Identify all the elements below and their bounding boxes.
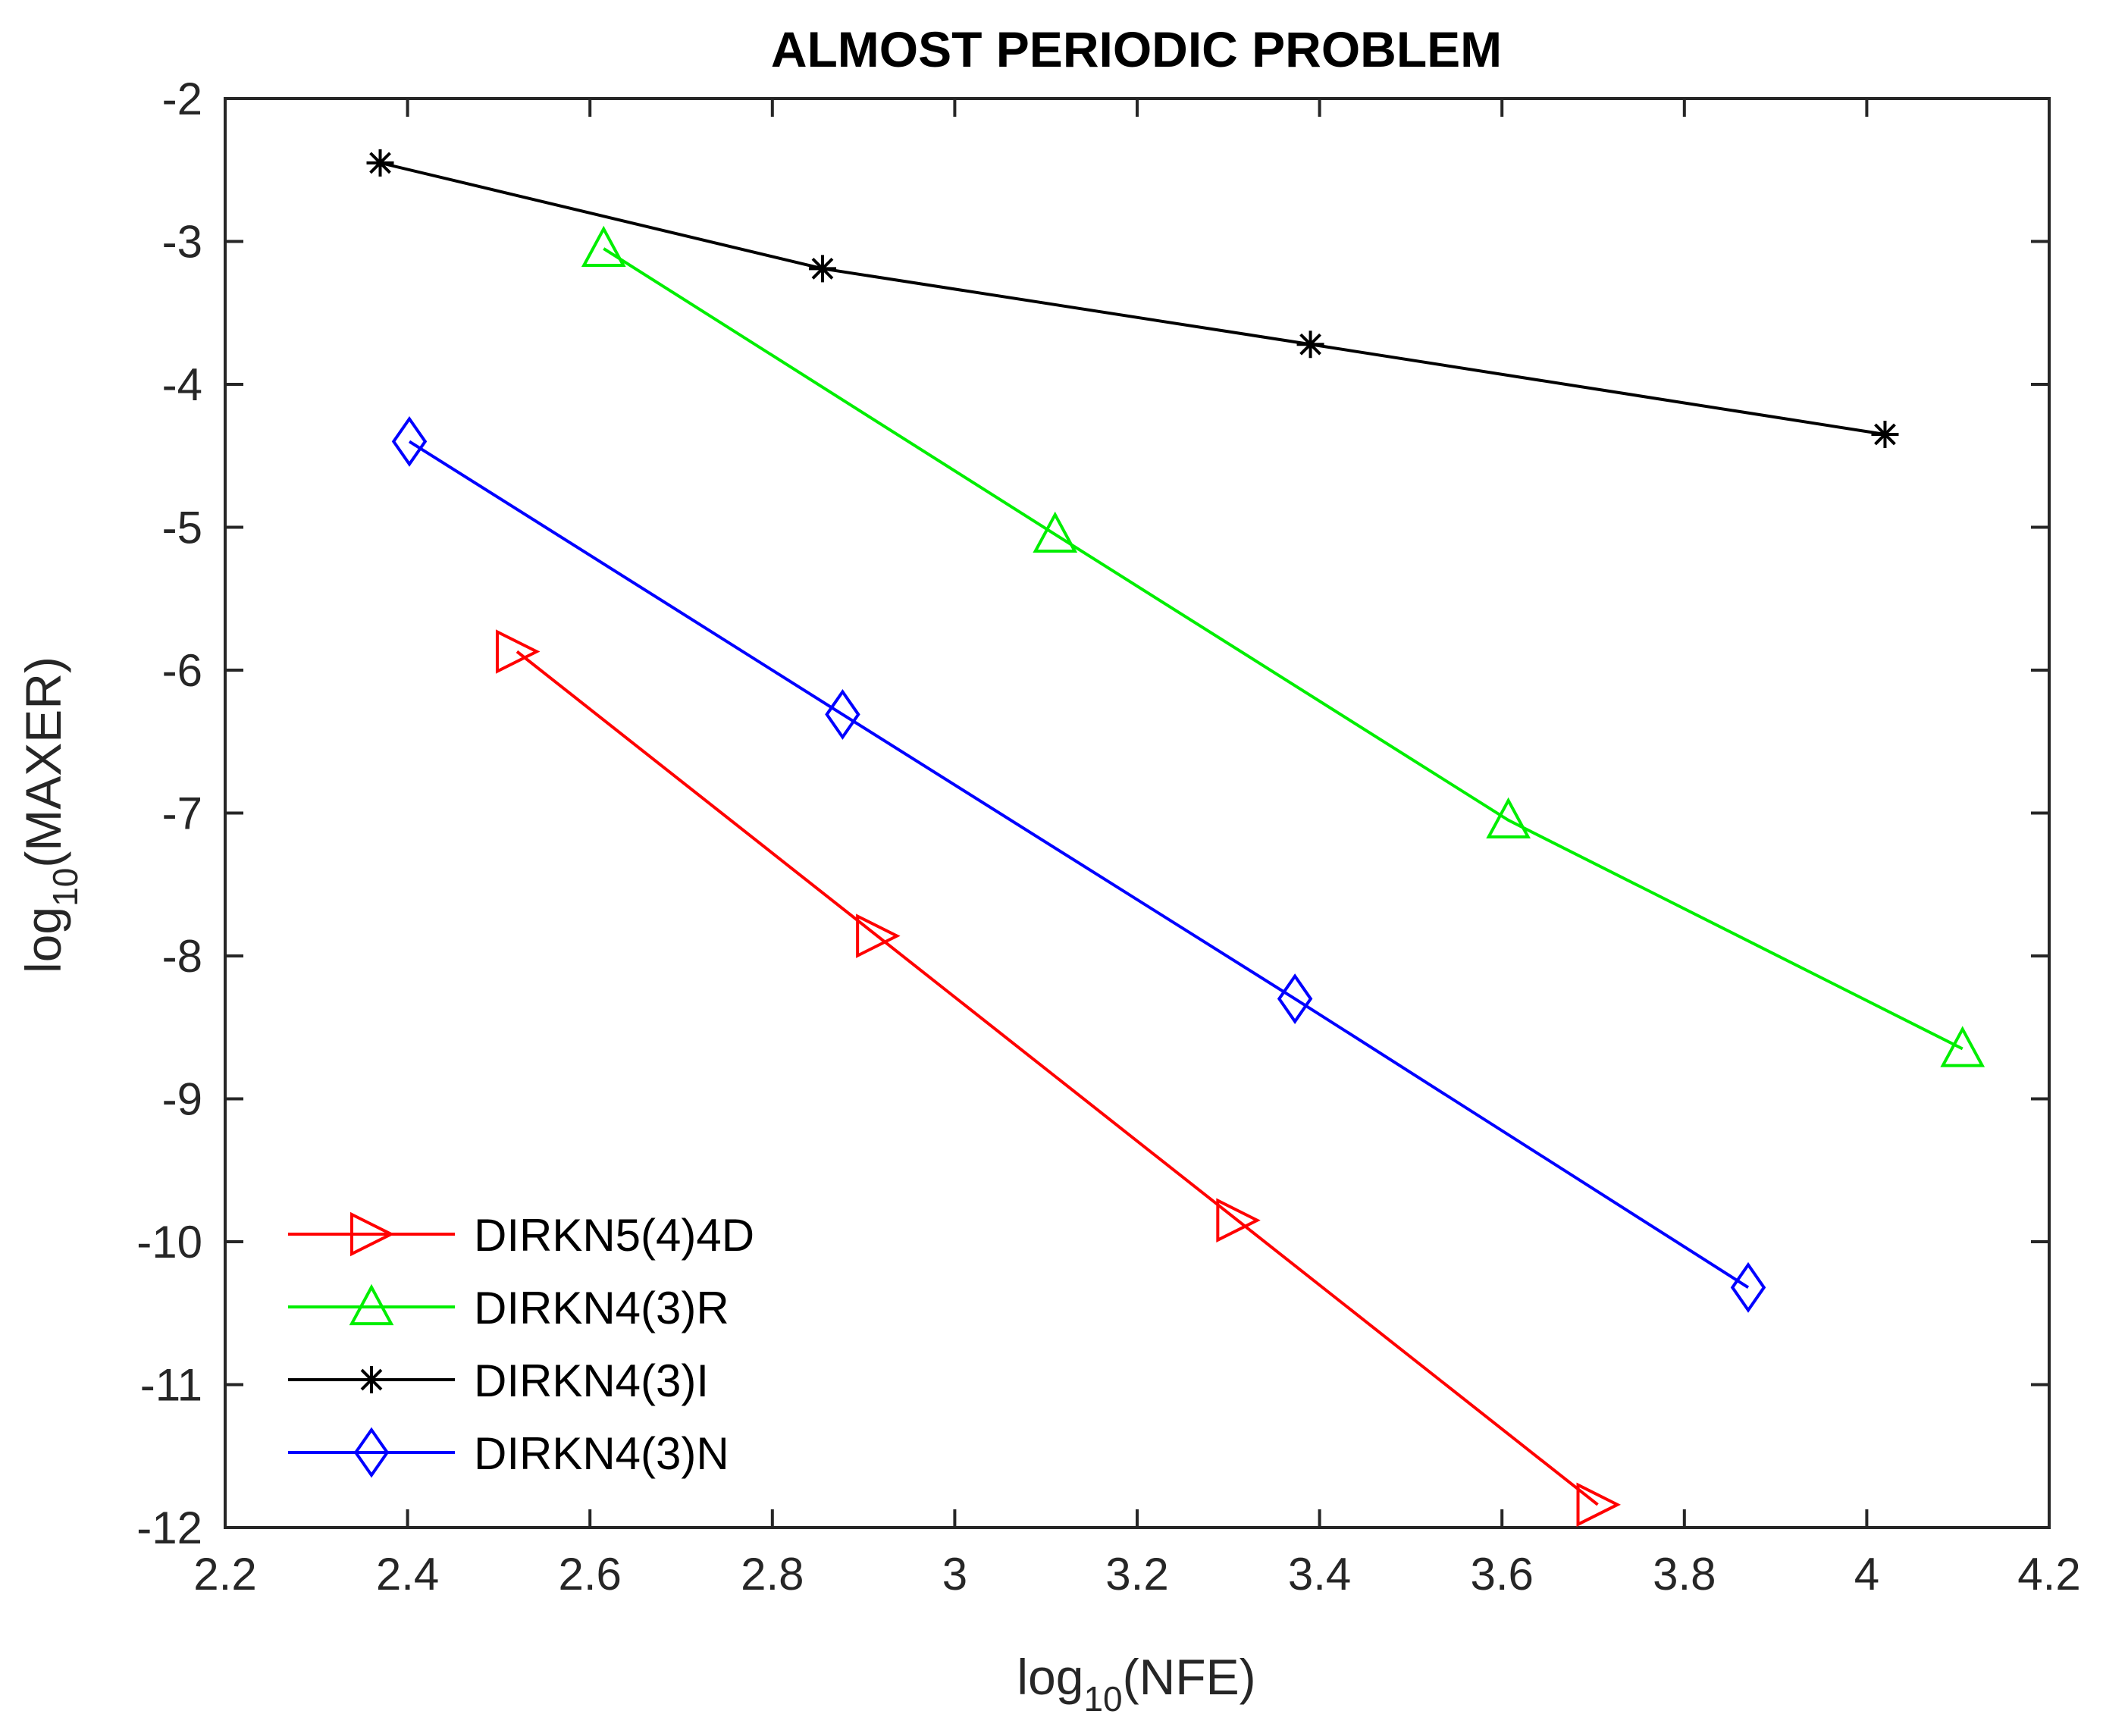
data-point (1576, 1482, 1621, 1528)
series-0 (495, 629, 1621, 1528)
x-tick-label: 2.4 (376, 1549, 439, 1600)
legend-label: DIRKN4(3)N (474, 1428, 729, 1479)
y-tick-label: -4 (162, 359, 202, 410)
x-tick-label: 3.2 (1105, 1549, 1168, 1600)
x-axis-label: log10(NFE) (1017, 1649, 1255, 1719)
y-tick-label: -6 (162, 645, 202, 696)
data-point (1871, 420, 1899, 448)
series-line (603, 247, 1964, 1051)
x-tick-label: 3.8 (1653, 1549, 1716, 1600)
y-tick-label: -7 (162, 788, 202, 839)
x-tick-label: 2.2 (193, 1549, 256, 1600)
data-point (495, 629, 541, 674)
legend-label: DIRKN5(4)4D (474, 1210, 754, 1261)
x-tick-label: 4 (1854, 1549, 1879, 1600)
y-axis-label-sub: 10 (45, 868, 85, 907)
legend-item: DIRKN5(4)4D (288, 1210, 754, 1261)
data-point (808, 255, 836, 283)
legend-item: DIRKN4(3)R (288, 1283, 729, 1333)
y-tick-label: -10 (136, 1217, 202, 1268)
legend: DIRKN5(4)4D DIRKN4(3)R DIRKN4(3)I DIRKN4(3)… (288, 1210, 754, 1479)
data-point (366, 149, 394, 177)
series-1 (581, 225, 1985, 1067)
legend-item: DIRKN4(3)N (288, 1427, 729, 1479)
data-point (391, 415, 428, 467)
legend-marker (349, 1283, 394, 1326)
data-point (1730, 1261, 1766, 1313)
y-tick-label: -2 (162, 74, 202, 124)
series-line (380, 161, 1885, 436)
data-point (1216, 1198, 1261, 1242)
legend-label: DIRKN4(3)R (474, 1283, 729, 1333)
data-point (1940, 1026, 1985, 1067)
data-point (1033, 511, 1078, 553)
data-point (581, 225, 626, 268)
legend-marker (353, 1427, 390, 1478)
x-axis-label-sub: 10 (1083, 1679, 1122, 1719)
data-point (825, 689, 860, 740)
x-tick-label: 4.2 (2017, 1549, 2080, 1600)
x-tick-label: 3.4 (1288, 1549, 1351, 1600)
x-tick-label: 3.6 (1470, 1549, 1533, 1600)
x-tick-label: 2.6 (558, 1549, 621, 1600)
chart-title: ALMOST PERIODIC PROBLEM (771, 21, 1502, 77)
legend-marker (350, 1211, 395, 1257)
data-point (1277, 973, 1313, 1024)
data-point (1296, 331, 1324, 359)
legend-item: DIRKN4(3)I (288, 1355, 709, 1406)
legend-label: DIRKN4(3)I (474, 1355, 709, 1406)
x-axis-label-prefix: log (1017, 1649, 1083, 1705)
y-tick-label: -8 (162, 931, 202, 982)
series-2 (366, 149, 1899, 448)
data-point (1486, 797, 1531, 839)
y-tick-label: -12 (136, 1503, 202, 1553)
series-line (516, 650, 1599, 1506)
legend-marker (358, 1366, 385, 1393)
y-tick-label: -5 (162, 503, 202, 553)
x-axis-label-suffix: (NFE) (1123, 1649, 1256, 1705)
x-tick-label: 3 (942, 1549, 967, 1600)
series-3 (391, 415, 1766, 1313)
data-point (856, 913, 901, 958)
y-tick-label: -9 (162, 1074, 202, 1125)
x-tick-label: 2.8 (741, 1549, 804, 1600)
y-axis-label: log10(MAXER) (15, 656, 85, 973)
series-line (408, 440, 1750, 1289)
y-tick-label: -11 (140, 1360, 202, 1411)
y-axis-label-suffix: (MAXER) (15, 656, 71, 868)
y-axis-label-prefix: log (15, 907, 71, 973)
y-tick-label: -3 (162, 217, 202, 268)
